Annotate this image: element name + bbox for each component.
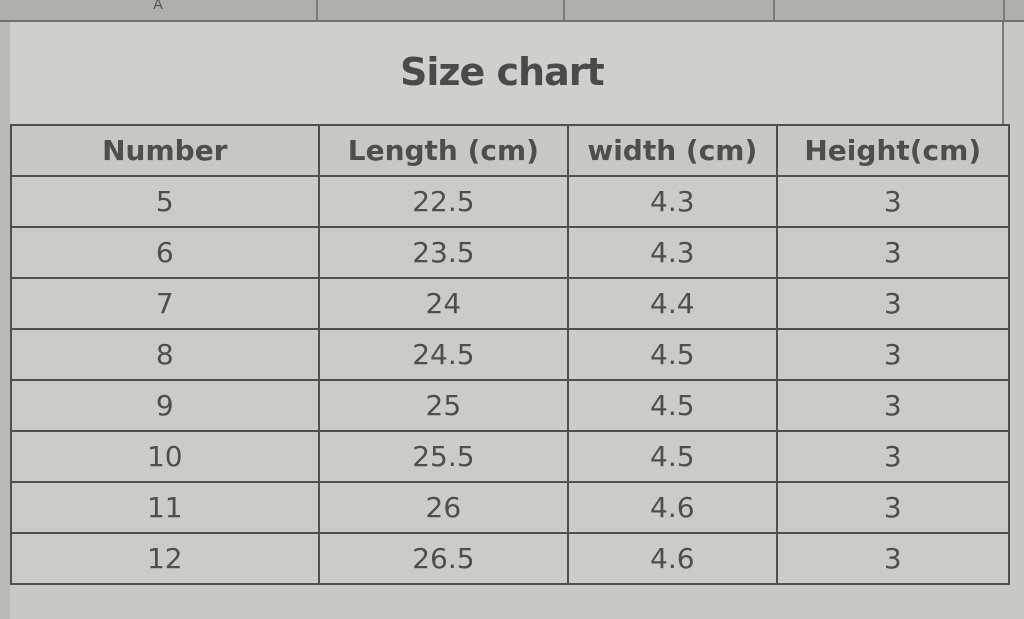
table-cell[interactable]: 4.5 [567, 430, 778, 483]
table-cell[interactable]: 25.5 [317, 430, 570, 483]
table-cell[interactable]: 3 [775, 430, 1011, 483]
table-cell[interactable]: 4.6 [567, 481, 778, 534]
table-cell[interactable]: 11 [10, 481, 320, 534]
table-cell[interactable]: 3 [775, 532, 1011, 585]
table-cell[interactable]: 3 [775, 379, 1011, 432]
table-cell[interactable]: 12 [10, 532, 320, 585]
table-row: 8 24.5 4.5 3 [10, 328, 1011, 381]
merged-title-cell[interactable]: Size chart [10, 22, 1004, 124]
table-row: 12 26.5 4.6 3 [10, 532, 1011, 585]
column-header-a[interactable]: A [0, 0, 318, 20]
header-row: Number Length (cm) width (cm) Height(cm) [10, 124, 1011, 177]
table-cell[interactable]: 8 [10, 328, 320, 381]
table-cell[interactable]: 25 [317, 379, 570, 432]
header-cell[interactable]: Number [10, 124, 320, 177]
table-cell[interactable]: 4.5 [567, 328, 778, 381]
table-row: 7 24 4.4 3 [10, 277, 1011, 330]
table-cell[interactable]: 23.5 [317, 226, 570, 279]
table-cell[interactable]: 26 [317, 481, 570, 534]
table-cell[interactable]: 9 [10, 379, 320, 432]
header-cell[interactable]: Length (cm) [317, 124, 570, 177]
table-cell[interactable]: 4.6 [567, 532, 778, 585]
table-row: 5 22.5 4.3 3 [10, 175, 1011, 228]
table-cell[interactable]: 4.4 [567, 277, 778, 330]
table-row: 6 23.5 4.3 3 [10, 226, 1011, 279]
table-cell[interactable]: 3 [775, 175, 1011, 228]
table-cell[interactable]: 3 [775, 277, 1011, 330]
table-cell[interactable]: 7 [10, 277, 320, 330]
sheet-grid: Size chart Number Length (cm) width (cm) He… [10, 22, 1024, 619]
table-cell[interactable]: 4.5 [567, 379, 778, 432]
table-cell[interactable]: 6 [10, 226, 320, 279]
table-cell[interactable]: 3 [775, 328, 1011, 381]
table-cell[interactable]: 3 [775, 226, 1011, 279]
table-row: 9 25 4.5 3 [10, 379, 1011, 432]
table-cell[interactable]: 24.5 [317, 328, 570, 381]
table-cell[interactable]: 4.3 [567, 226, 778, 279]
table-cell[interactable]: 3 [775, 481, 1011, 534]
column-header-d[interactable] [775, 0, 1005, 20]
table-row: 10 25.5 4.5 3 [10, 430, 1011, 483]
table-cell[interactable]: 24 [317, 277, 570, 330]
table-cell[interactable]: 10 [10, 430, 320, 483]
table-cell[interactable]: 26.5 [317, 532, 570, 585]
column-header-c[interactable] [565, 0, 775, 20]
header-cell[interactable]: Height(cm) [775, 124, 1011, 177]
header-cell[interactable]: width (cm) [567, 124, 778, 177]
table-cell[interactable]: 22.5 [317, 175, 570, 228]
table-cell[interactable]: 4.3 [567, 175, 778, 228]
column-header-b[interactable] [318, 0, 565, 20]
column-header-bar: A [0, 0, 1024, 22]
table-row: 11 26 4.6 3 [10, 481, 1011, 534]
sheet-title: Size chart [400, 50, 605, 94]
table-cell[interactable]: 5 [10, 175, 320, 228]
